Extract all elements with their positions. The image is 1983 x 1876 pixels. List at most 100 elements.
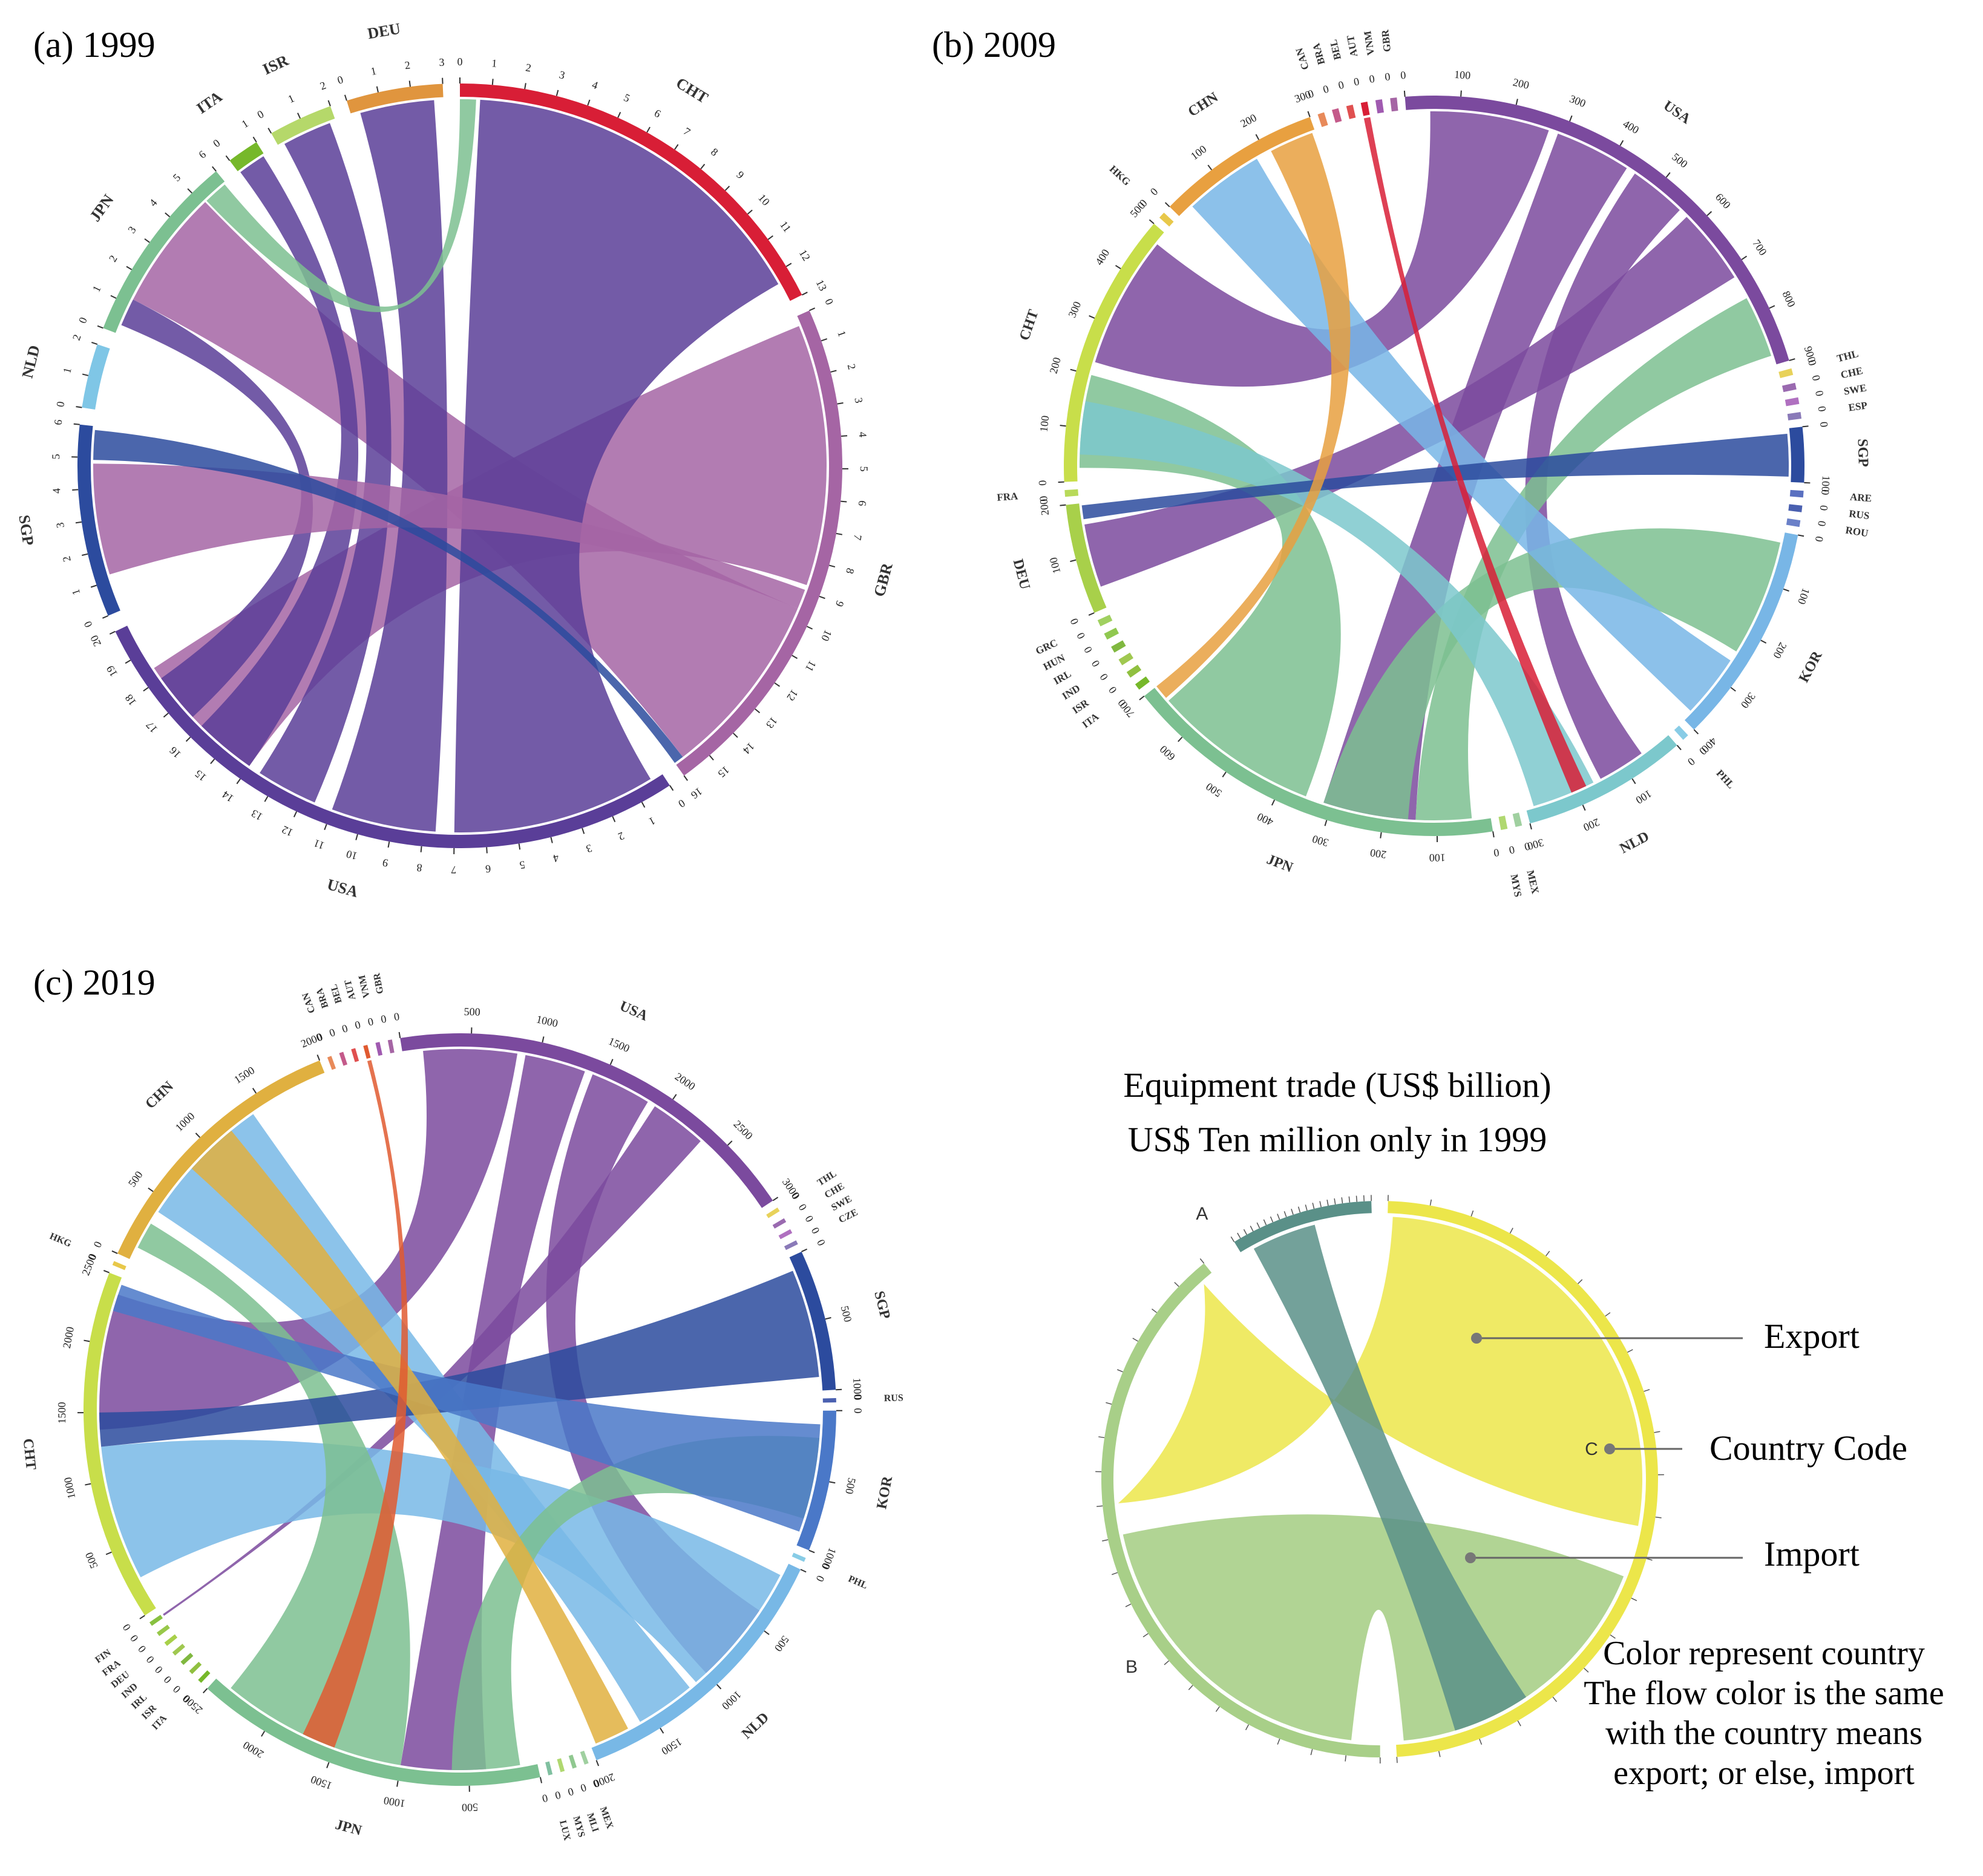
country-code-cht: CHT <box>673 74 711 106</box>
tick-label: 1000 <box>382 1794 406 1810</box>
tick-label: 0 <box>1813 535 1826 543</box>
axis-tick <box>733 733 738 738</box>
legend-tick <box>1578 1279 1583 1284</box>
arc-ita <box>1135 676 1150 690</box>
flow-usa-to-deu <box>332 100 448 832</box>
tick-label: 0 <box>128 1633 141 1644</box>
tick-label: 0 <box>1081 644 1095 655</box>
arc-ind <box>172 1644 186 1656</box>
tick-label: 1 <box>240 117 251 131</box>
arc-mys <box>557 1758 565 1773</box>
arc-ind <box>1118 652 1133 665</box>
arc-nld <box>591 1563 801 1760</box>
axis-tick <box>203 1688 208 1694</box>
arc-usa <box>1404 96 1789 365</box>
tick-label: 16 <box>689 785 704 802</box>
axis-tick <box>1631 778 1636 785</box>
legend-title-line1: Equipment trade (US$ billion) <box>1123 1065 1552 1105</box>
axis-tick <box>85 1483 91 1486</box>
axis-tick <box>641 802 646 808</box>
tick-label: 2 <box>70 333 84 342</box>
axis-tick <box>1789 358 1795 361</box>
arc-swe <box>778 1229 793 1240</box>
tick-label: 6 <box>652 107 663 120</box>
arc-mli <box>568 1754 577 1769</box>
axis-tick <box>550 837 553 843</box>
axis-tick <box>807 626 813 630</box>
tick-label: 2000 <box>61 1325 76 1349</box>
tick-label: 100 <box>1037 415 1051 433</box>
axis-tick <box>1783 588 1789 592</box>
tick-label: 7 <box>851 534 864 541</box>
tick-label: 2 <box>318 79 327 93</box>
arc-lux <box>545 1761 553 1776</box>
flow-usa-to-isr <box>260 123 392 803</box>
arc-mex <box>1512 812 1522 828</box>
arc-nld <box>1526 735 1677 824</box>
tick-label: 100 <box>1429 852 1446 864</box>
axis-tick <box>582 828 585 834</box>
country-code-can: CAN <box>300 991 317 1015</box>
tick-label: 0 <box>541 1792 549 1805</box>
tick-label: 0 <box>1493 846 1500 859</box>
country-code-jpn: JPN <box>333 1817 364 1839</box>
country-code-aut: AUT <box>1345 34 1360 57</box>
tick-label: 0 <box>91 1240 104 1249</box>
tick-label: 400 <box>1255 811 1275 829</box>
arc-can <box>327 1056 336 1070</box>
tick-label: 2000 <box>241 1739 266 1760</box>
tick-label: 200 <box>1369 846 1388 861</box>
tick-label: 6 <box>856 500 869 507</box>
tick-label: 13 <box>764 714 780 731</box>
tick-label: 1 <box>61 367 74 374</box>
arc-isr <box>271 106 335 145</box>
arc-deu <box>346 83 444 114</box>
country-code-sgp: SGP <box>1854 439 1870 467</box>
axis-tick <box>420 846 422 852</box>
axis-tick <box>1730 687 1736 692</box>
axis-tick <box>830 370 837 373</box>
axis-tick <box>103 1270 110 1273</box>
tick-label: 2000 <box>673 1070 698 1093</box>
tick-label: 300 <box>1739 690 1758 711</box>
axis-tick <box>1403 90 1406 97</box>
legend-export-callout-dot <box>1471 1333 1482 1344</box>
axis-tick <box>1769 305 1775 309</box>
flow-nld-to-cht <box>101 1440 781 1682</box>
legend-tick <box>1102 1539 1109 1542</box>
tick-label: 1000 <box>173 1110 197 1134</box>
tick-label: 0 <box>54 400 67 408</box>
axis-tick <box>252 1088 257 1094</box>
tick-label: 0 <box>1819 489 1832 495</box>
flow-chn-to-nld <box>191 1130 628 1744</box>
axis-tick <box>1149 219 1155 224</box>
axis-tick <box>1324 820 1328 826</box>
tick-label: 18 <box>122 692 139 708</box>
tick-label: 8 <box>844 567 857 575</box>
axis-tick <box>252 136 257 143</box>
country-code-are: ARE <box>1849 491 1872 505</box>
tick-label: 20 <box>88 633 103 649</box>
arc-ita <box>198 1670 211 1683</box>
tick-label: 12 <box>797 247 813 263</box>
tick-label: 0 <box>367 1015 375 1028</box>
country-code-jpn: JPN <box>1265 852 1296 876</box>
country-code-mli: MLI <box>585 1812 600 1834</box>
axis-tick <box>97 325 103 329</box>
flow-jpn-to-cht <box>206 99 476 312</box>
flow-usa-to-cht <box>454 99 779 833</box>
segment-rus: 0 RUS <box>822 1393 903 1404</box>
country-code-vnm: VNM <box>357 974 372 999</box>
country-code-gbr: GBR <box>1379 28 1393 52</box>
tick-label: 17 <box>143 719 160 736</box>
country-code-grc: GRC <box>1034 637 1059 657</box>
tick-label: 5 <box>858 466 870 472</box>
axis-tick <box>105 1551 112 1555</box>
flow-nld-to-cht <box>1080 401 1594 806</box>
arc-bel <box>1346 104 1356 119</box>
country-code-isr: ISR <box>260 51 292 79</box>
tick-label: 2 <box>525 61 532 74</box>
axis-tick <box>1255 134 1260 140</box>
